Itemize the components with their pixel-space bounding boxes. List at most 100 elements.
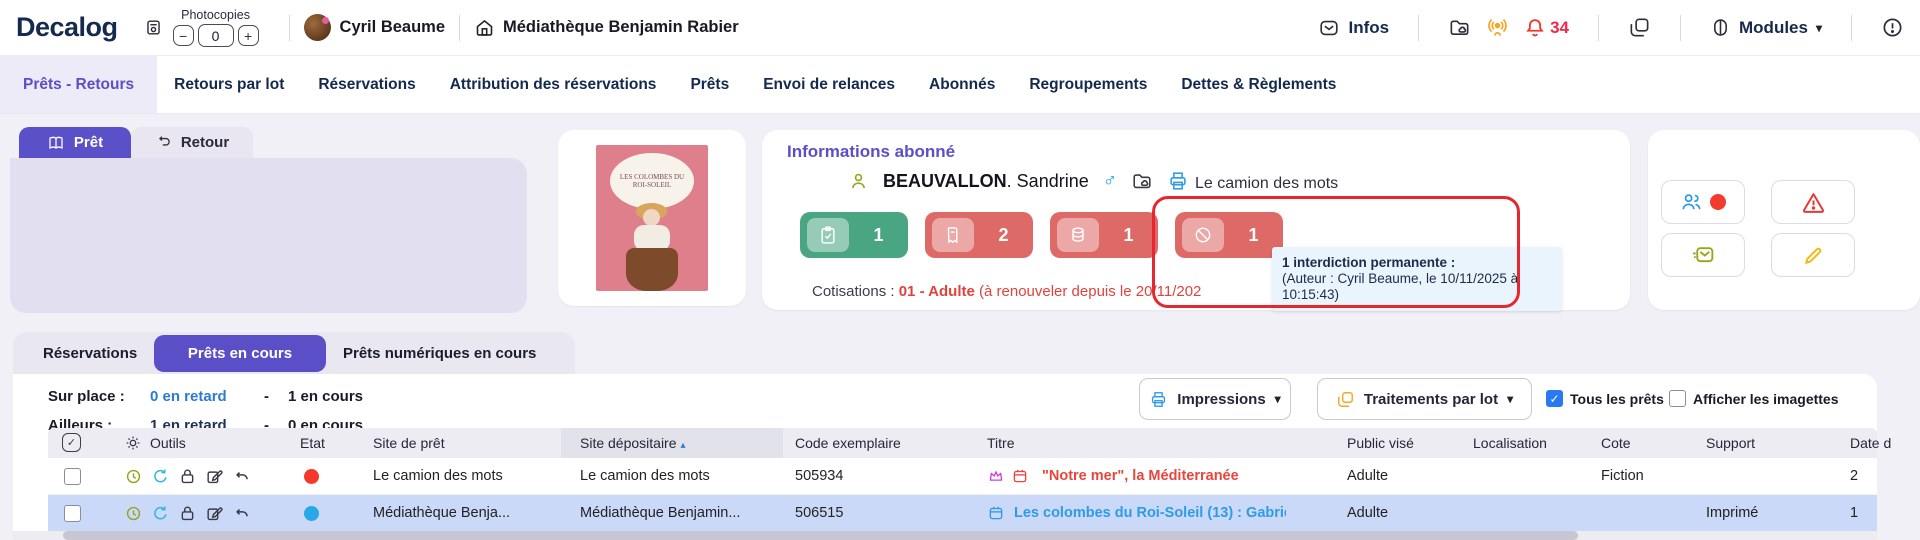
cell-public: Adulte xyxy=(1347,468,1389,484)
book-cover-card: LES COLOMBES DU ROI-SOLEIL xyxy=(558,130,746,306)
col-site-depositaire[interactable]: Site dépositaire ▴ xyxy=(580,435,686,451)
alerts-button[interactable] xyxy=(1771,180,1855,224)
loans-count-badge[interactable]: 1 xyxy=(800,212,908,258)
tab-retour[interactable]: Retour xyxy=(131,127,253,158)
copy-pages-icon[interactable] xyxy=(1628,16,1651,39)
history-clock-icon[interactable] xyxy=(124,467,143,486)
col-site-pret[interactable]: Site de prêt xyxy=(373,435,445,451)
open-book-icon xyxy=(47,134,65,152)
site-name: Médiathèque Benjamin Rabier xyxy=(503,18,739,36)
ban-tooltip-body: (Auteur : Cyril Beaume, le 10/11/2025 à … xyxy=(1282,271,1519,302)
badge-count: 1 xyxy=(873,224,884,245)
user-avatar[interactable] xyxy=(303,14,331,41)
edit-icon[interactable] xyxy=(205,467,224,486)
cell-date: 1 xyxy=(1850,505,1859,521)
select-all-checkbox[interactable]: ✓ xyxy=(62,433,81,452)
photocopier-icon xyxy=(144,18,163,37)
nav-tab-envoi-relances[interactable]: Envoi de relances xyxy=(763,75,896,93)
tab-prets-en-cours[interactable]: Prêts en cours xyxy=(154,335,326,372)
book-cover-image[interactable]: LES COLOMBES DU ROI-SOLEIL xyxy=(596,145,708,291)
nav-tab-dettes-reglements[interactable]: Dettes & Règlements xyxy=(1181,75,1337,93)
user-name[interactable]: Cyril Beaume xyxy=(339,18,446,36)
tous-les-prets-checkbox[interactable]: ✓ xyxy=(1546,390,1563,407)
cotisations-value: 01 - Adulte xyxy=(898,283,975,300)
lock-icon[interactable] xyxy=(178,467,197,486)
cell-titre-link[interactable]: Les colombes du Roi-Soleil (13) : Gabrie xyxy=(1014,505,1286,521)
subscriber-first-name: . Sandrine xyxy=(1006,170,1089,191)
sur-place-late-link[interactable]: 0 en retard xyxy=(150,388,227,405)
photocopies-minus-button[interactable]: − xyxy=(172,25,194,46)
cell-site-depositaire: Le camion des mots xyxy=(580,468,710,484)
impressions-label: Impressions xyxy=(1177,390,1266,408)
notifications-button[interactable]: 34 xyxy=(1524,17,1569,39)
renew-loan-icon[interactable] xyxy=(151,504,170,523)
nav-tab-retours-par-lot[interactable]: Retours par lot xyxy=(174,75,285,93)
gear-icon[interactable] xyxy=(124,434,142,452)
debts-count-badge[interactable]: 1 xyxy=(1050,212,1158,258)
renew-loan-icon[interactable] xyxy=(151,467,170,486)
nav-tab-abonnes[interactable]: Abonnés xyxy=(929,75,996,93)
current-site[interactable]: Médiathèque Benjamin Rabier xyxy=(474,17,739,38)
broadcast-icon[interactable] xyxy=(1486,16,1509,39)
divider xyxy=(288,14,290,41)
people-icon xyxy=(1680,191,1703,214)
print-icon[interactable] xyxy=(1167,170,1189,192)
horizontal-scrollbar[interactable] xyxy=(13,531,1877,540)
cell-support: Imprimé xyxy=(1706,505,1759,521)
nav-tab-attribution-reservations[interactable]: Attribution des réservations xyxy=(449,75,657,93)
nav-tab-reservations[interactable]: Réservations xyxy=(318,75,416,93)
cell-titre-link[interactable]: "Notre mer", la Méditerranée xyxy=(1042,468,1239,484)
infos-button[interactable]: Infos xyxy=(1318,17,1389,39)
col-etat[interactable]: Etat xyxy=(300,435,325,451)
subscriber-last-name: BEAUVALLON xyxy=(883,170,1007,191)
afficher-imagettes-label: Afficher les imagettes xyxy=(1693,391,1839,407)
tab-prets-numeriques[interactable]: Prêts numériques en cours xyxy=(343,344,537,362)
tab-reservations[interactable]: Réservations xyxy=(43,344,138,362)
badge-count: 2 xyxy=(998,224,1009,245)
cover-figure xyxy=(634,225,670,251)
alert-circle-icon[interactable] xyxy=(1881,16,1904,39)
col-public-vise[interactable]: Public visé xyxy=(1347,435,1414,451)
subscriber-group-button[interactable] xyxy=(1661,180,1745,224)
undo-return-icon[interactable] xyxy=(232,467,251,486)
photocopies-plus-button[interactable]: + xyxy=(237,25,259,46)
send-message-button[interactable] xyxy=(1661,233,1745,277)
folder-cloud-icon[interactable] xyxy=(1448,16,1471,39)
row-checkbox[interactable] xyxy=(64,468,81,485)
traitements-label: Traitements par lot xyxy=(1363,390,1499,408)
topbar: Decalog Photocopies − 0 + Cyril Beaume M… xyxy=(0,0,1920,56)
table-row[interactable]: Le camion des mots Le camion des mots 50… xyxy=(48,458,1877,495)
scrollbar-thumb[interactable] xyxy=(63,531,1578,540)
nav-tab-prets-retours[interactable]: Prêts - Retours xyxy=(0,56,158,113)
undo-return-icon[interactable] xyxy=(232,504,251,523)
fees-count-badge[interactable]: 2 xyxy=(925,212,1033,258)
tab-pret[interactable]: Prêt xyxy=(19,127,131,158)
lock-icon[interactable] xyxy=(178,504,197,523)
cell-date: 2 xyxy=(1850,468,1859,484)
modules-menu[interactable]: Modules ▾ xyxy=(1710,17,1822,38)
batch-icon xyxy=(1336,390,1355,409)
chevron-down-icon: ▾ xyxy=(1815,20,1822,35)
nav-tab-prets[interactable]: Prêts xyxy=(690,75,730,93)
tous-les-prets-label: Tous les prêts xyxy=(1570,391,1664,407)
table-row-selected[interactable]: Médiathèque Benja... Médiathèque Benjami… xyxy=(48,495,1877,532)
col-support[interactable]: Support xyxy=(1706,435,1756,451)
afficher-imagettes-checkbox[interactable]: ✓ xyxy=(1669,390,1686,407)
col-date[interactable]: Date d xyxy=(1850,435,1892,451)
col-titre[interactable]: Titre xyxy=(987,435,1015,451)
edit-subscriber-button[interactable] xyxy=(1771,233,1855,277)
bans-count-badge[interactable]: 1 xyxy=(1175,212,1283,258)
col-cote[interactable]: Cote xyxy=(1601,435,1631,451)
impressions-button[interactable]: Impressions ▾ xyxy=(1139,378,1291,420)
nav-tab-regroupements[interactable]: Regroupements xyxy=(1029,75,1148,93)
col-localisation[interactable]: Localisation xyxy=(1473,435,1547,451)
folder-cloud-icon[interactable] xyxy=(1131,170,1153,192)
traitements-par-lot-button[interactable]: Traitements par lot ▾ xyxy=(1317,378,1532,420)
edit-icon[interactable] xyxy=(205,504,224,523)
photocopies-count-field[interactable]: 0 xyxy=(197,24,234,47)
row-checkbox[interactable] xyxy=(64,505,81,522)
history-clock-icon[interactable] xyxy=(124,504,143,523)
photocopies-counter: Photocopies − 0 + xyxy=(172,8,259,47)
col-code-exemplaire[interactable]: Code exemplaire xyxy=(795,435,901,451)
